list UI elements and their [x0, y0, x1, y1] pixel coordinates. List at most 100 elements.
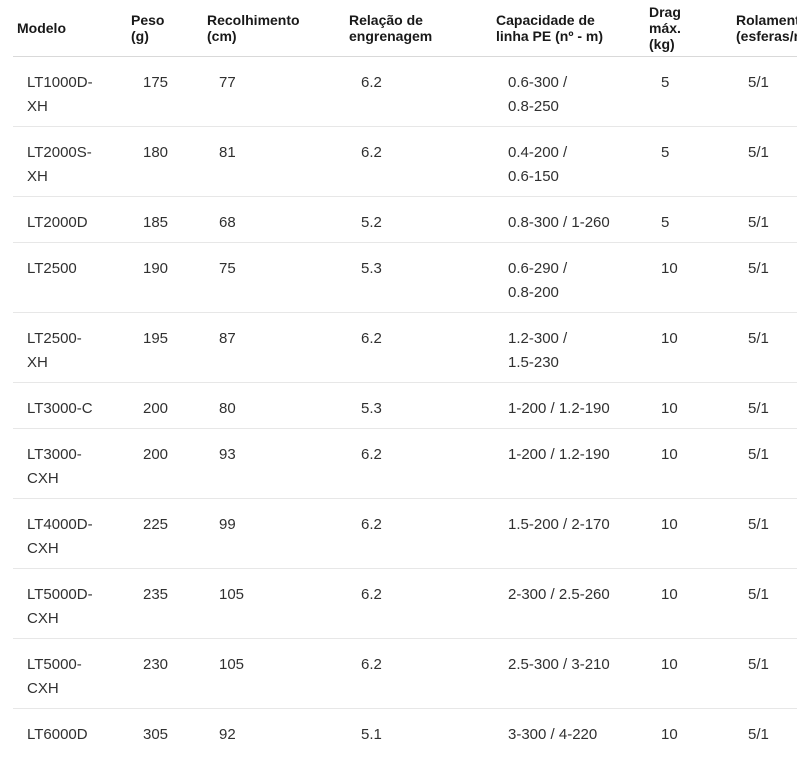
cell-rolamentos: 5/1 — [748, 726, 769, 743]
cell-capacidade: 3-300 / 4-220 — [508, 726, 598, 743]
cell-drag: 10 — [645, 242, 732, 313]
cell-rolamentos: 5/1 — [732, 568, 797, 639]
cell-relacao: 5.1 — [361, 726, 382, 743]
column-header-recolhimento: Recolhimento (cm) — [203, 0, 345, 57]
cell-capacidade: 1-200 / 1.2-190 — [492, 428, 645, 499]
table-row: LT1000D- XH 175 77 6.2 0.6-300 / 0.8-250 5 5/1 — [13, 56, 797, 127]
cell-drag: 5 — [645, 56, 732, 127]
cell-relacao: 6.2 — [345, 498, 492, 569]
cell-capacidade: 1.5-200 / 2-170 — [492, 498, 645, 569]
column-header-drag: Drag máx. (kg) — [645, 0, 732, 57]
cell-rolamentos: 5/1 — [732, 638, 797, 709]
cell-drag: 10 — [661, 726, 678, 743]
cell-peso: 235 — [127, 568, 203, 639]
cell-capacidade: 2.5-300 / 3-210 — [492, 638, 645, 709]
cell-capacidade: 0.6-290 / 0.8-200 — [492, 242, 645, 313]
cell-peso: 185 — [127, 196, 203, 243]
cell-peso: 180 — [127, 126, 203, 197]
cell-peso: 175 — [127, 56, 203, 127]
cell-modelo: LT1000D- XH — [13, 56, 127, 127]
table-row: LT2000D 185 68 5.2 0.8-300 / 1-260 5 5/1 — [13, 196, 797, 243]
table-row: LT6000D 305 92 5.1 3-300 / 4-220 10 5/1 — [13, 709, 797, 755]
cell-rolamentos: 5/1 — [732, 56, 797, 127]
cell-recolhimento: 80 — [203, 382, 345, 429]
cell-relacao: 6.2 — [345, 312, 492, 383]
cell-peso: 195 — [127, 312, 203, 383]
cell-modelo: LT5000D- CXH — [13, 568, 127, 639]
cell-drag: 10 — [645, 382, 732, 429]
cell-relacao: 6.2 — [345, 638, 492, 709]
column-header-capacidade: Capacidade de linha PE (nº - m) — [492, 0, 645, 57]
cell-peso: 200 — [127, 382, 203, 429]
cell-drag: 10 — [645, 498, 732, 569]
cell-relacao: 6.2 — [345, 56, 492, 127]
column-header-relacao: Relação de engrenagem — [345, 0, 492, 57]
cell-recolhimento: 75 — [203, 242, 345, 313]
cell-capacidade: 1-200 / 1.2-190 — [492, 382, 645, 429]
cell-capacidade: 1.2-300 / 1.5-230 — [492, 312, 645, 383]
cell-rolamentos: 5/1 — [732, 312, 797, 383]
cell-peso: 305 — [143, 726, 169, 743]
cell-drag: 10 — [645, 428, 732, 499]
cell-drag: 5 — [645, 196, 732, 243]
table-row: LT5000- CXH 230 105 6.2 2.5-300 / 3-210 10 5/1 — [13, 638, 797, 709]
table-row: LT2000S- XH 180 81 6.2 0.4-200 / 0.6-150 5 5/1 — [13, 126, 797, 197]
cell-recolhimento: 92 — [219, 726, 236, 743]
cell-relacao: 6.2 — [345, 126, 492, 197]
table-row: LT3000- CXH 200 93 6.2 1-200 / 1.2-190 10 5/1 — [13, 428, 797, 499]
cell-rolamentos: 5/1 — [732, 382, 797, 429]
cell-modelo: LT2000D — [13, 196, 127, 243]
cell-drag: 10 — [645, 312, 732, 383]
cell-rolamentos: 5/1 — [732, 126, 797, 197]
table-header: Modelo Peso (g) Recolhimento (cm) Relação d… — [13, 0, 797, 57]
cell-modelo: LT2500 — [13, 242, 127, 313]
cell-rolamentos: 5/1 — [732, 196, 797, 243]
cell-recolhimento: 105 — [203, 638, 345, 709]
column-header-rolamentos: Rolamentos (esferas/roletes) — [732, 0, 797, 57]
cell-capacidade: 0.6-300 / 0.8-250 — [492, 56, 645, 127]
cell-recolhimento: 68 — [203, 196, 345, 243]
cell-modelo: LT4000D- CXH — [13, 498, 127, 569]
cell-peso: 200 — [127, 428, 203, 499]
table-row: LT3000-C 200 80 5.3 1-200 / 1.2-190 10 5/1 — [13, 382, 797, 429]
cell-capacidade: 0.4-200 / 0.6-150 — [492, 126, 645, 197]
cell-recolhimento: 87 — [203, 312, 345, 383]
cell-capacidade: 2-300 / 2.5-260 — [492, 568, 645, 639]
cell-drag: 10 — [645, 638, 732, 709]
cell-relacao: 5.3 — [345, 242, 492, 313]
cell-recolhimento: 77 — [203, 56, 345, 127]
table-row: LT2500- XH 195 87 6.2 1.2-300 / 1.5-230 10 5/1 — [13, 312, 797, 383]
cell-modelo: LT3000- CXH — [13, 428, 127, 499]
cell-relacao: 5.3 — [345, 382, 492, 429]
cell-peso: 230 — [127, 638, 203, 709]
cell-recolhimento: 93 — [203, 428, 345, 499]
table-row: LT2500 190 75 5.3 0.6-290 / 0.8-200 10 5/1 — [13, 242, 797, 313]
cell-recolhimento: 99 — [203, 498, 345, 569]
cell-relacao: 6.2 — [345, 428, 492, 499]
cell-recolhimento: 105 — [203, 568, 345, 639]
column-header-modelo: Modelo — [13, 0, 127, 57]
cell-rolamentos: 5/1 — [732, 498, 797, 569]
column-header-peso: Peso (g) — [127, 0, 203, 57]
specs-table: Modelo Peso (g) Recolhimento (cm) Relação d… — [13, 0, 797, 754]
cell-relacao: 6.2 — [345, 568, 492, 639]
cell-modelo: LT5000- CXH — [13, 638, 127, 709]
cell-modelo: LT3000-C — [13, 382, 127, 429]
table-row: LT4000D- CXH 225 99 6.2 1.5-200 / 2-170 10 5/1 — [13, 498, 797, 569]
cell-drag: 5 — [645, 126, 732, 197]
cell-capacidade: 0.8-300 / 1-260 — [492, 196, 645, 243]
cell-modelo: LT2000S- XH — [13, 126, 127, 197]
cell-modelo: LT6000D — [27, 726, 88, 743]
cell-relacao: 5.2 — [345, 196, 492, 243]
cell-rolamentos: 5/1 — [732, 428, 797, 499]
cell-rolamentos: 5/1 — [732, 242, 797, 313]
cell-modelo: LT2500- XH — [13, 312, 127, 383]
header-row: Modelo Peso (g) Recolhimento (cm) Relação d… — [13, 0, 797, 57]
table-row: LT5000D- CXH 235 105 6.2 2-300 / 2.5-260 10 5/… — [13, 568, 797, 639]
cell-drag: 10 — [645, 568, 732, 639]
cell-peso: 225 — [127, 498, 203, 569]
table-body: LT1000D- XH 175 77 6.2 0.6-300 / 0.8-250 5 5/1… — [13, 56, 797, 755]
cell-recolhimento: 81 — [203, 126, 345, 197]
cell-peso: 190 — [127, 242, 203, 313]
